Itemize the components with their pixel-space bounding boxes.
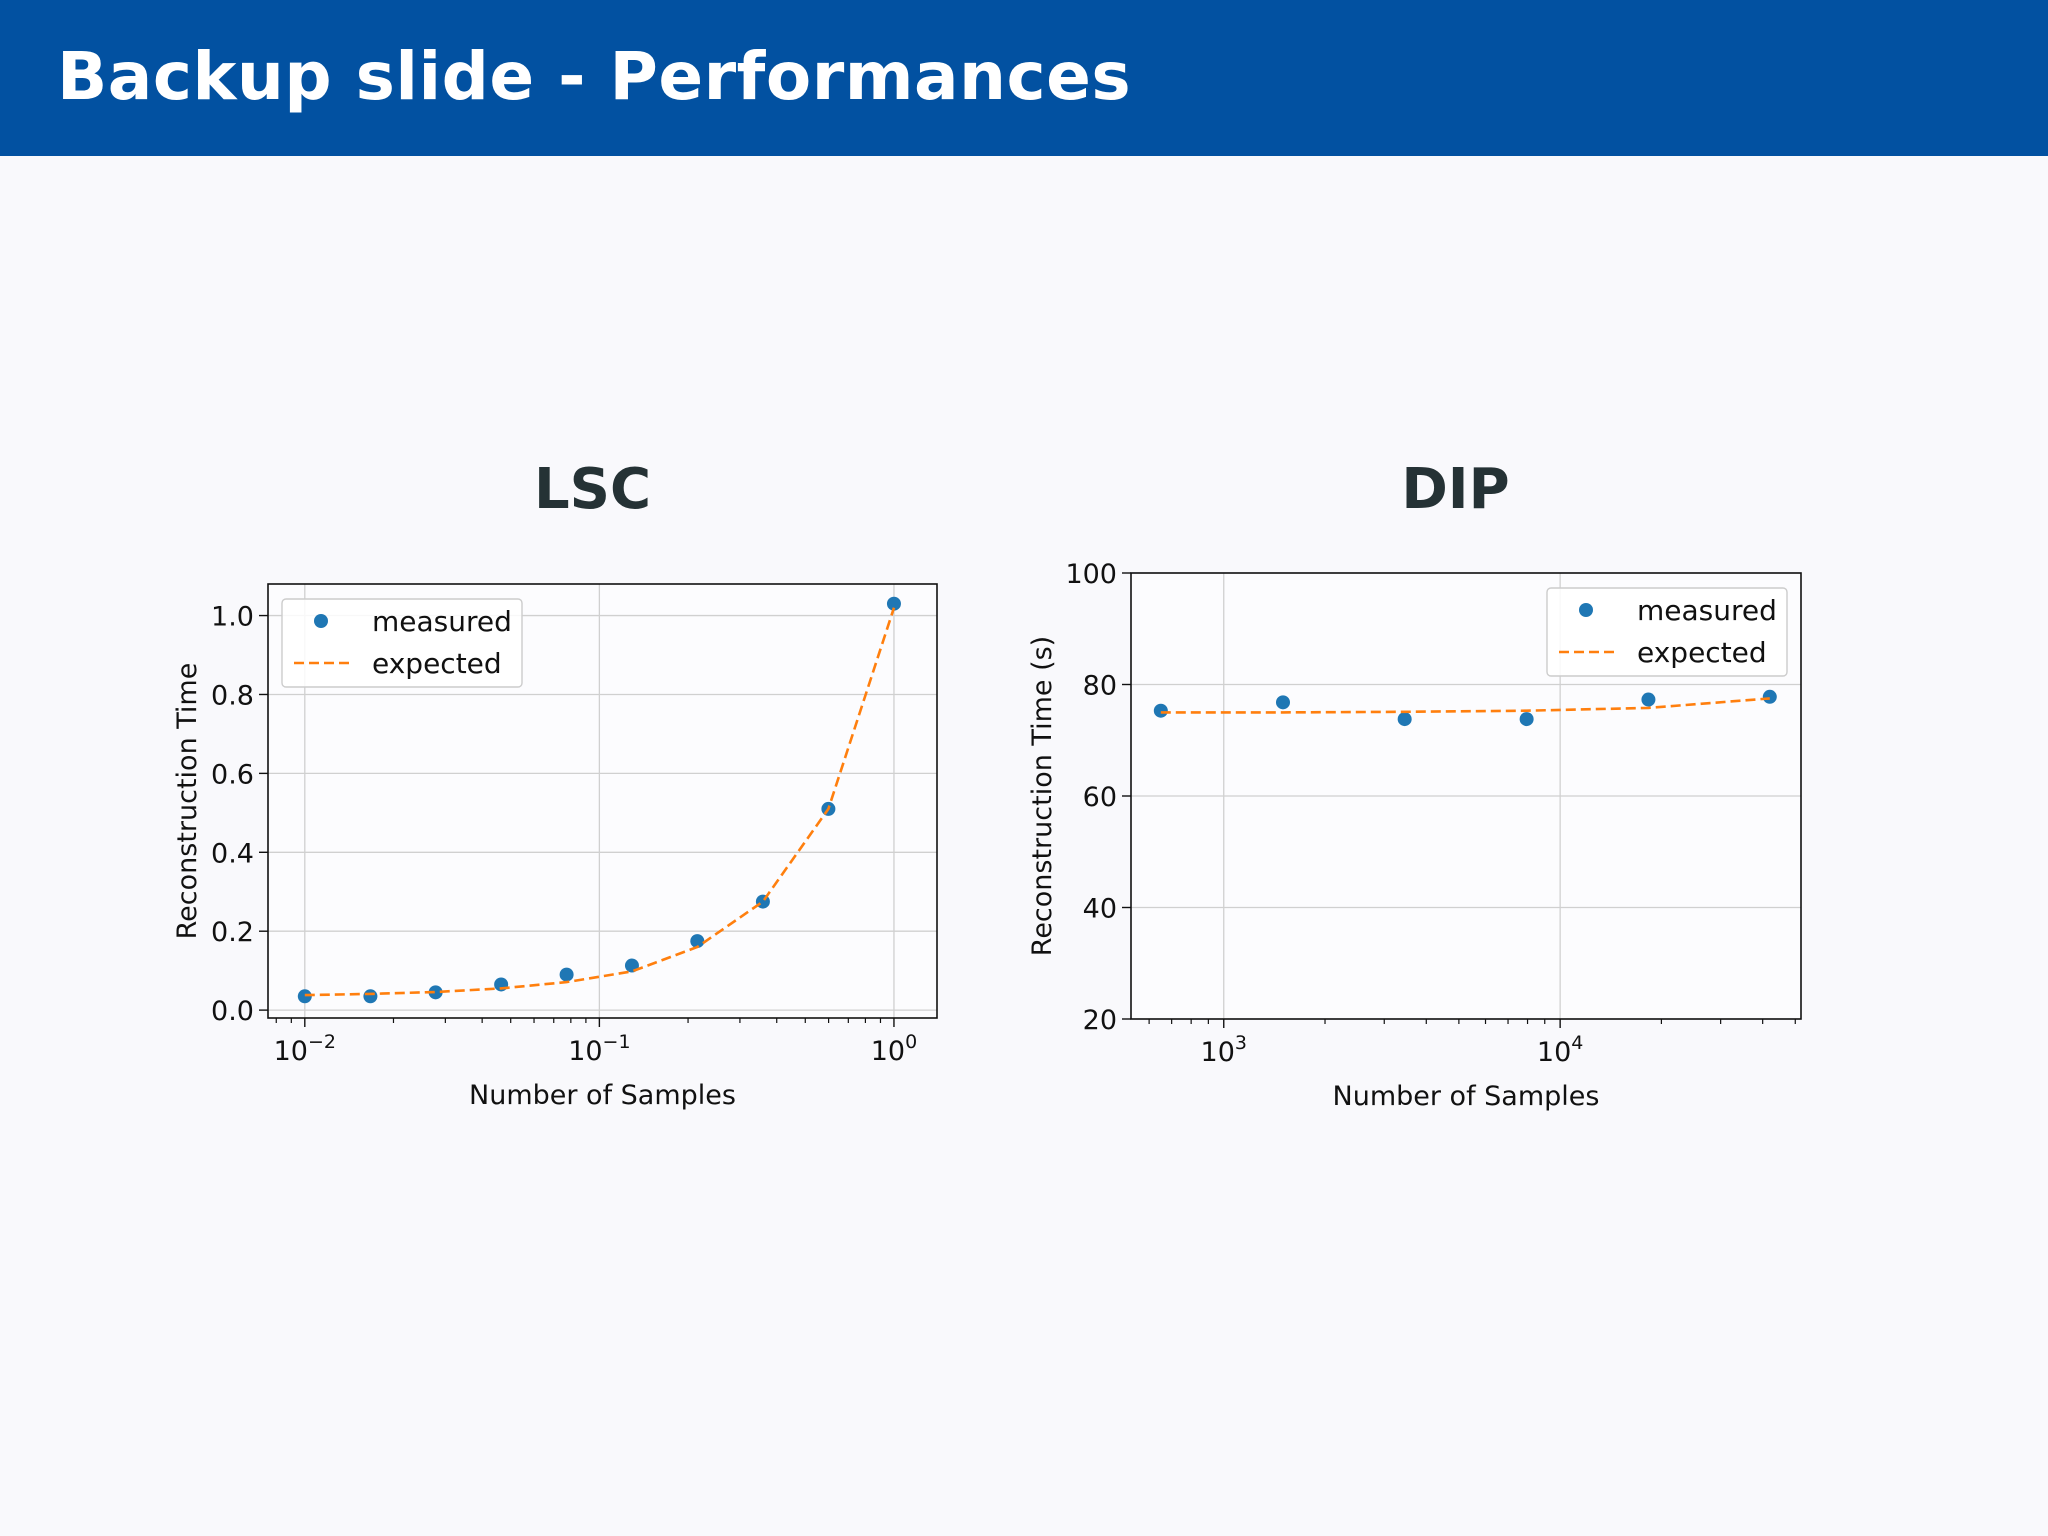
y-tick-label: 40 xyxy=(1083,894,1117,925)
legend-box xyxy=(281,598,523,688)
legend-entry-measured: measured xyxy=(372,605,512,638)
x-tick-label: 104 xyxy=(1537,1032,1583,1068)
y-tick-label: 0.4 xyxy=(211,838,254,869)
legend-measured-swatch xyxy=(314,614,328,628)
measured-point xyxy=(1762,689,1777,704)
measured-point xyxy=(1641,692,1656,707)
legend-measured-swatch xyxy=(1579,603,1593,617)
slide-header: Backup slide - Performances xyxy=(0,0,2048,156)
legend-entry-measured: measured xyxy=(1637,594,1777,627)
legend-entry-expected: expected xyxy=(1637,636,1767,669)
measured-point xyxy=(559,967,574,982)
measured-point xyxy=(1397,712,1412,727)
y-tick-label: 0.8 xyxy=(211,680,254,711)
y-tick-label: 0.0 xyxy=(211,996,254,1027)
x-tick-label: 100 xyxy=(871,1031,917,1067)
legend-entry-expected: expected xyxy=(372,647,502,680)
y-tick-label: 0.2 xyxy=(211,917,254,948)
x-tick-label: 10−2 xyxy=(274,1031,336,1067)
x-tick-label: 10−1 xyxy=(568,1031,630,1067)
measured-point xyxy=(1275,695,1290,710)
measured-point xyxy=(886,596,901,611)
lsc-chart-title: LSC xyxy=(533,457,652,522)
x-axis-label: Number of Samples xyxy=(469,1080,736,1111)
x-axis-label: Number of Samples xyxy=(1333,1081,1600,1112)
measured-point xyxy=(1153,703,1168,718)
expected-series-line xyxy=(304,607,896,997)
y-tick-label: 80 xyxy=(1083,671,1117,702)
measured-point xyxy=(297,989,312,1004)
y-tick-label: 1.0 xyxy=(211,602,254,633)
measured-point xyxy=(690,934,705,949)
measured-point xyxy=(1519,712,1534,727)
axes-frame xyxy=(1130,572,1802,1020)
axes-frame xyxy=(267,583,938,1019)
x-tick-label: 103 xyxy=(1201,1032,1247,1068)
measured-point xyxy=(428,985,443,1000)
y-tick-label: 100 xyxy=(1065,559,1117,590)
expected-series-line xyxy=(1160,697,1770,714)
dip-chart-title: DIP xyxy=(1401,457,1510,522)
y-axis-label: Reconstruction Time xyxy=(172,663,203,940)
y-tick-label: 60 xyxy=(1083,782,1117,813)
y-axis-label: Reconstruction Time (s) xyxy=(1027,636,1058,956)
y-tick-label: 0.6 xyxy=(211,759,254,790)
y-tick-label: 20 xyxy=(1083,1005,1117,1036)
legend-box xyxy=(1546,587,1788,677)
slide-title: Backup slide - Performances xyxy=(57,38,1132,115)
